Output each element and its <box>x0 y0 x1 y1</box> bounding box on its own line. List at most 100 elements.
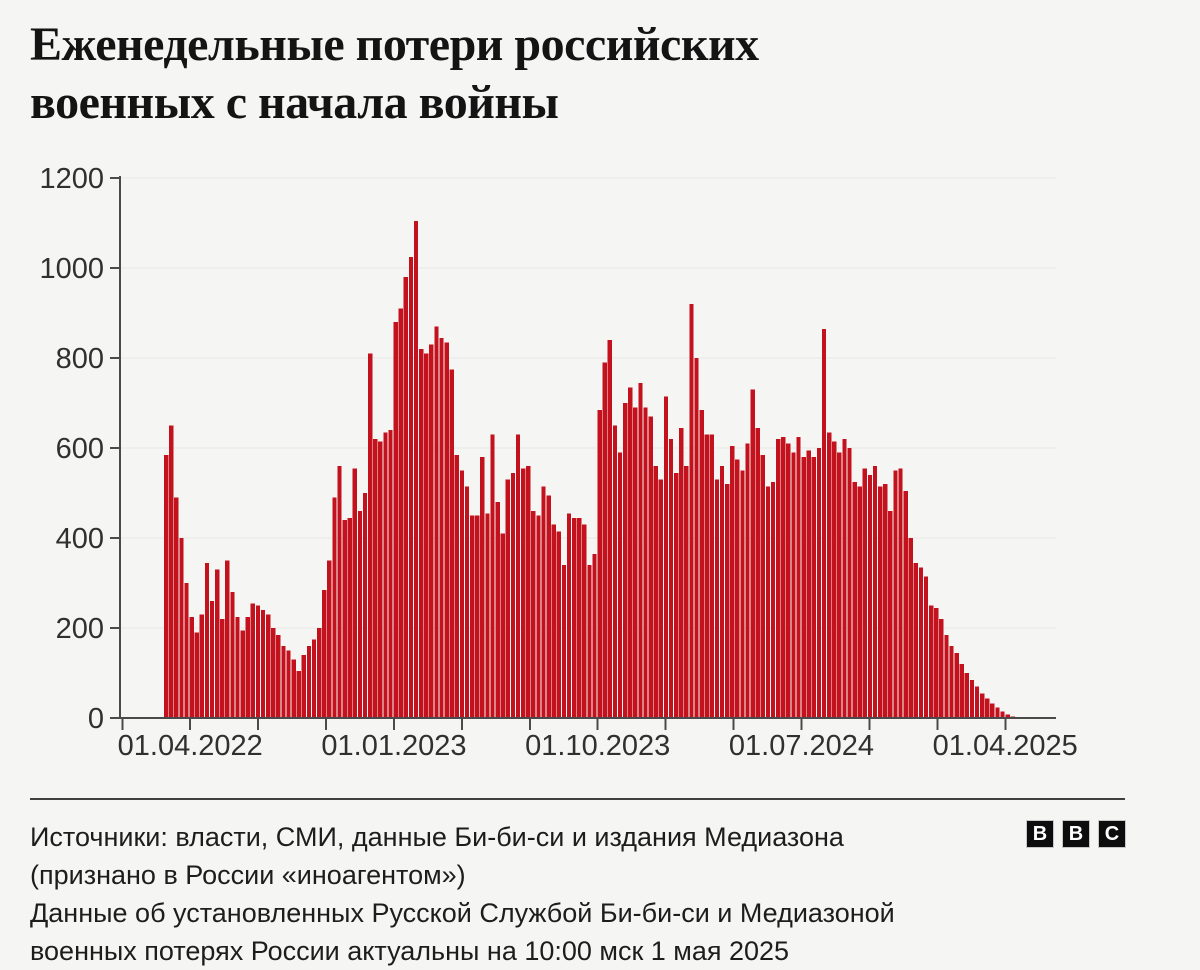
bar-week-157 <box>959 664 964 718</box>
x-axis-labels: 01.04.2022 01.01.2023 01.10.2023 01.07.2024… <box>118 730 1078 762</box>
bar-week-67 <box>500 533 505 718</box>
bar-week-151 <box>929 605 934 718</box>
bar-week-51 <box>419 349 424 718</box>
x-tick-label-1: 01.01.2023 <box>321 730 466 762</box>
chart-title-line-1: Еженедельные потери российских <box>30 18 759 71</box>
bar-week-109 <box>714 479 720 718</box>
gridlines <box>120 177 1056 629</box>
bar-week-2 <box>169 425 174 718</box>
bar-week-139 <box>867 475 873 718</box>
bar-week-18 <box>250 603 255 718</box>
bar-week-153 <box>939 619 944 718</box>
bar-week-62 <box>475 515 480 718</box>
bar-week-83 <box>582 524 587 718</box>
bar-week-138 <box>862 468 867 718</box>
bar-week-71 <box>521 468 526 718</box>
bar-week-87 <box>602 362 607 718</box>
bar-week-57 <box>449 369 454 718</box>
bar-week-45 <box>388 430 393 718</box>
bar-week-122 <box>781 436 786 718</box>
bar-week-37 <box>347 517 352 718</box>
bar-week-69 <box>510 472 516 718</box>
bar-week-38 <box>352 468 357 718</box>
bar-week-36 <box>342 520 347 718</box>
bar-week-130 <box>821 328 827 718</box>
x-tick-label-2: 01.10.2023 <box>525 730 670 762</box>
bar-week-132 <box>832 441 837 718</box>
bar-week-9 <box>204 562 210 718</box>
bar-week-102 <box>679 427 684 718</box>
bar-week-166 <box>1005 714 1010 718</box>
y-tick-label-600: 600 <box>56 433 104 465</box>
bar-week-65 <box>490 434 495 718</box>
bar-week-64 <box>485 513 490 718</box>
bar-week-147 <box>908 538 913 718</box>
bar-week-135 <box>847 448 852 718</box>
bar-week-47 <box>398 308 403 718</box>
bar-week-49 <box>408 256 414 718</box>
bar-week-158 <box>964 673 969 718</box>
bar-week-143 <box>888 511 893 718</box>
bar-week-108 <box>709 434 714 718</box>
bar-week-13 <box>225 560 230 718</box>
bar-week-46 <box>393 322 398 718</box>
bar-week-164 <box>995 707 1000 718</box>
bar-week-6 <box>189 616 194 718</box>
bar-week-50 <box>413 220 419 718</box>
bar-week-141 <box>878 486 883 718</box>
bar-week-114 <box>740 470 745 718</box>
bar-week-133 <box>837 452 842 718</box>
bar-week-123 <box>786 443 791 718</box>
bar-week-120 <box>770 481 776 718</box>
bar-week-32 <box>322 589 327 718</box>
bar-week-101 <box>674 472 679 718</box>
bar-week-20 <box>260 610 266 718</box>
bar-week-54 <box>434 326 439 718</box>
bar-week-12 <box>220 619 225 718</box>
bbc-logo-b2: B <box>1062 820 1090 848</box>
bar-week-82 <box>577 517 582 718</box>
bar-week-68 <box>505 479 510 718</box>
bar-week-26 <box>291 659 296 718</box>
bar-week-40 <box>362 493 368 718</box>
bar-week-137 <box>857 486 862 718</box>
bar-week-113 <box>735 459 740 718</box>
bar-week-3 <box>174 497 179 718</box>
bar-week-156 <box>954 652 959 718</box>
bar-week-17 <box>245 616 250 718</box>
bar-week-110 <box>719 466 725 718</box>
bar-week-44 <box>383 432 388 718</box>
axes <box>110 176 1056 730</box>
bar-week-72 <box>526 466 531 718</box>
bar-week-105 <box>694 358 699 718</box>
bar-week-150 <box>923 576 929 718</box>
chart-title: Еженедельные потери российских военных с… <box>30 16 1130 132</box>
bar-week-24 <box>281 646 286 718</box>
bar-week-16 <box>240 630 245 718</box>
bar-week-162 <box>985 698 990 718</box>
bar-week-161 <box>980 693 985 718</box>
bar-week-111 <box>725 484 730 718</box>
bbc-logo-c: C <box>1098 820 1126 848</box>
bar-week-96 <box>648 416 653 718</box>
bar-week-149 <box>918 567 924 718</box>
bar-week-103 <box>684 466 689 718</box>
bar-week-1 <box>164 454 169 718</box>
bar-week-92 <box>628 387 633 718</box>
bar-week-100 <box>668 439 674 718</box>
bar-week-124 <box>791 452 796 718</box>
bar-week-75 <box>541 486 546 718</box>
bar-week-94 <box>638 382 643 718</box>
bar-week-121 <box>776 439 781 718</box>
bar-week-70 <box>515 434 521 718</box>
bar-week-59 <box>459 470 465 718</box>
bars <box>164 220 1015 718</box>
bar-week-27 <box>296 670 301 718</box>
bar-week-104 <box>689 304 694 718</box>
bar-week-53 <box>429 344 434 718</box>
bar-week-159 <box>969 679 975 718</box>
bar-week-128 <box>811 457 816 718</box>
bar-week-90 <box>617 452 623 718</box>
y-tick-label-800: 800 <box>56 343 104 375</box>
